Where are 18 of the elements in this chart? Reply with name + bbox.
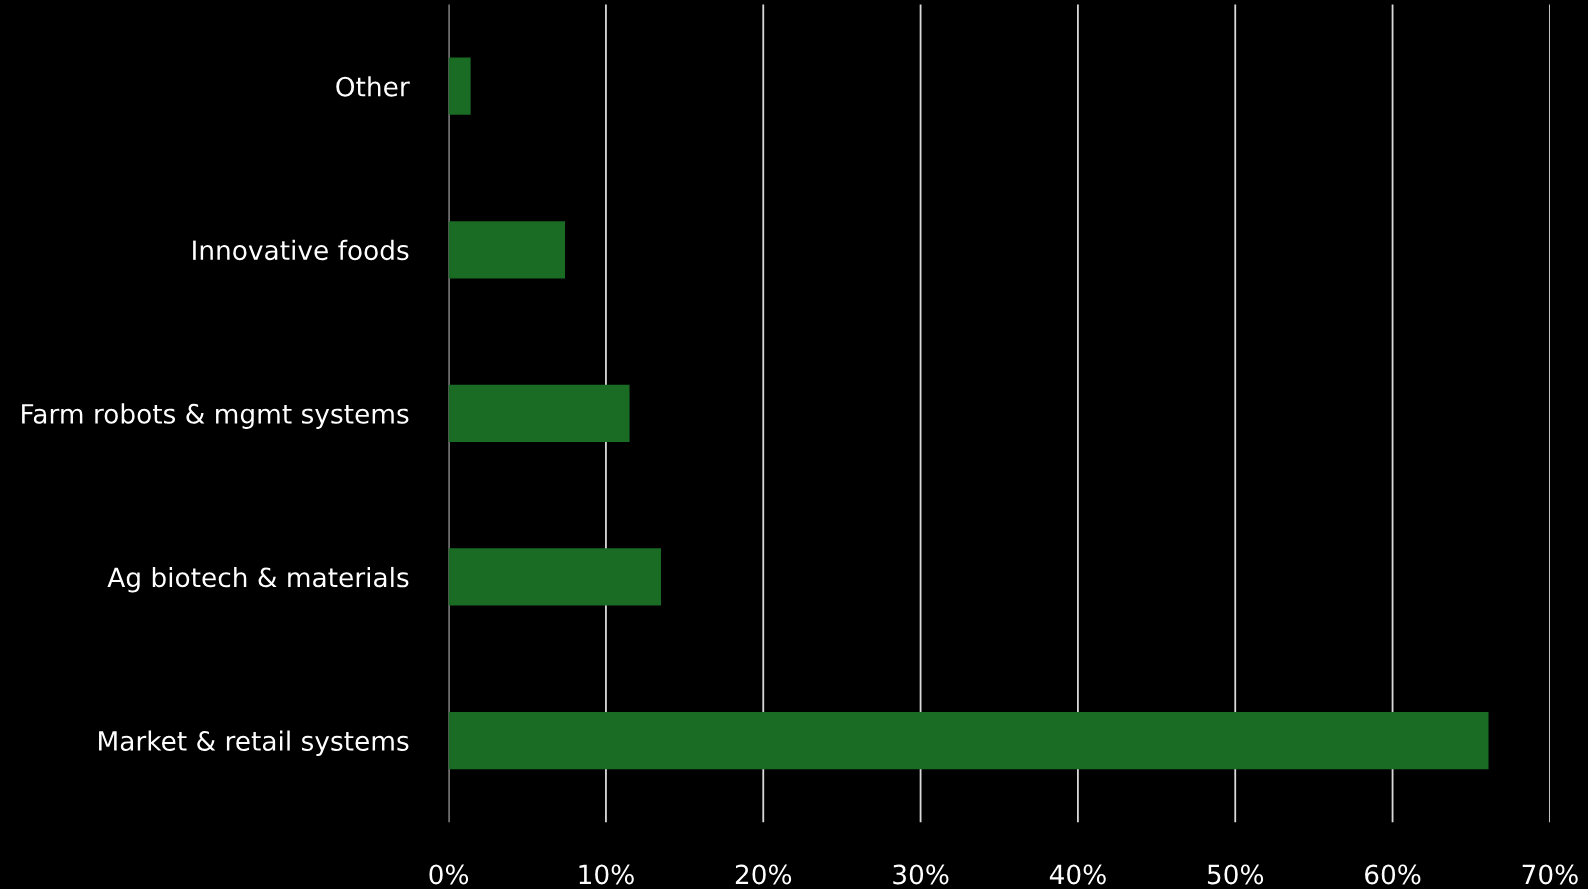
x-tick-label: 30% <box>893 864 949 885</box>
y-tick-label: Market & retail systems <box>99 730 409 757</box>
x-tick-label: 40% <box>1049 864 1106 885</box>
bar <box>448 384 630 443</box>
x-tick-label: 70% <box>1522 864 1578 885</box>
y-tick-label: Innovative foods <box>193 239 409 261</box>
x-tick-label: 10% <box>579 864 634 885</box>
y-tick-label: Other <box>336 76 410 97</box>
bar <box>448 221 566 279</box>
x-tick-label: 20% <box>735 864 792 885</box>
bar <box>448 711 1489 770</box>
x-tick-label: 50% <box>1207 864 1264 885</box>
bar <box>448 57 471 115</box>
bar <box>448 548 661 606</box>
y-tick-label: Farm robots & mgmt systems <box>22 403 409 429</box>
x-tick-label: 0% <box>429 864 469 885</box>
y-tick-label: Ag biotech & materials <box>107 566 409 593</box>
x-tick-label: 60% <box>1365 864 1421 885</box>
